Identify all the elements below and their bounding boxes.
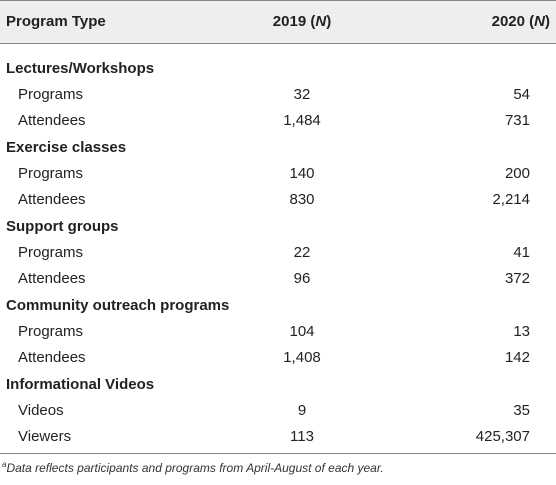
value-2020: 54 — [513, 86, 530, 103]
value-2019: 1,484 — [283, 112, 321, 129]
table-row: Programs 32 54 — [0, 81, 556, 107]
row-label: Attendees — [18, 112, 86, 129]
value-2019: 140 — [289, 165, 315, 182]
value-2020: 731 — [504, 112, 530, 129]
group-row: Informational Videos — [0, 371, 556, 397]
table-row: Attendees 96 372 — [0, 265, 556, 291]
header-2019-year: 2019 — [272, 13, 307, 30]
footnote-marker: a — [2, 460, 7, 469]
row-label: Attendees — [18, 349, 86, 366]
row-label: Viewers — [18, 428, 72, 445]
value-2020: 372 — [504, 270, 530, 287]
group-row: Support groups — [0, 213, 556, 239]
footnote-text: Data reflects participants and programs … — [6, 461, 384, 475]
value-2020: 425,307 — [475, 428, 530, 445]
value-2019: 96 — [293, 270, 311, 287]
row-label: Programs — [18, 244, 84, 261]
group-row: Lectures/Workshops — [0, 55, 556, 81]
group-row: Community outreach programs — [0, 292, 556, 318]
group-label: Exercise classes — [6, 139, 127, 156]
value-2020: 2,214 — [492, 191, 530, 208]
table-footnote: aData reflects participants and programs… — [2, 460, 384, 475]
table-row: Viewers 113 425,307 — [0, 423, 556, 449]
group-label: Lectures/Workshops — [6, 60, 155, 77]
value-2019: 113 — [290, 428, 314, 445]
table-row: Attendees 1,484 731 — [0, 107, 556, 133]
value-2019: 9 — [297, 402, 307, 419]
value-2020: 13 — [513, 323, 530, 340]
header-program-type: Program Type — [6, 13, 106, 30]
group-row: Exercise classes — [0, 134, 556, 160]
row-label: Videos — [18, 402, 64, 419]
group-label: Community outreach programs — [6, 297, 230, 314]
row-label: Programs — [18, 86, 84, 103]
header-2020: 2020 (N) — [491, 13, 550, 30]
table-bottom-rule — [0, 453, 556, 454]
table-header: Program Type 2019 (N) 2020 (N) — [0, 0, 556, 44]
value-2020: 41 — [513, 244, 530, 261]
value-2020: 142 — [504, 349, 530, 366]
table-row: Programs 104 13 — [0, 318, 556, 344]
table-row: Videos 9 35 — [0, 397, 556, 423]
group-label: Informational Videos — [6, 376, 155, 393]
table-row: Programs 22 41 — [0, 239, 556, 265]
table-row: Programs 140 200 — [0, 160, 556, 186]
row-label: Programs — [18, 323, 84, 340]
value-2019: 830 — [289, 191, 315, 208]
row-label: Attendees — [18, 191, 86, 208]
group-label: Support groups — [6, 218, 119, 235]
value-2020: 35 — [513, 402, 530, 419]
header-2020-n: N — [534, 13, 545, 30]
header-2020-year: 2020 — [491, 13, 525, 30]
value-2020: 200 — [504, 165, 530, 182]
header-2019: 2019 (N) — [272, 13, 332, 30]
row-label: Programs — [18, 165, 84, 182]
value-2019: 22 — [293, 244, 311, 261]
value-2019: 32 — [293, 86, 311, 103]
header-2019-n: N — [315, 13, 327, 30]
value-2019: 104 — [289, 323, 315, 340]
row-label: Attendees — [18, 270, 86, 287]
value-2019: 1,408 — [283, 349, 321, 366]
table-row: Attendees 1,408 142 — [0, 344, 556, 370]
table-row: Attendees 830 2,214 — [0, 186, 556, 212]
